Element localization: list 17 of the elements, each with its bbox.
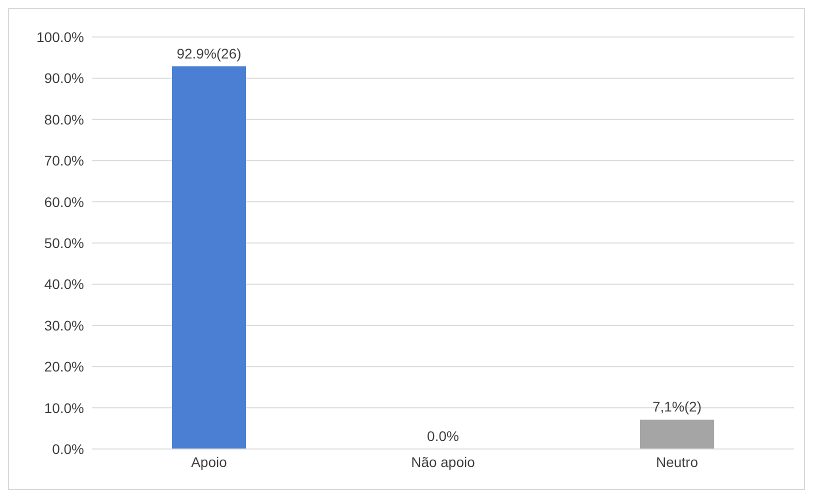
y-tick-label: 50.0% [44,234,84,251]
y-tick-label: 10.0% [44,400,84,416]
y-tick-label: 90.0% [44,70,84,86]
x-tick-label: Não apoio [411,454,476,470]
y-tick-label: 60.0% [44,194,84,210]
x-tick-label: Apoio [191,454,228,470]
x-tick-label: Neutro [656,454,698,470]
y-tick-label: 20.0% [44,358,84,375]
y-tick-label: 30.0% [44,317,84,334]
y-tick-label: 40.0% [44,276,84,292]
data-label: 7,1%(2) [652,398,702,415]
y-tick-label: 70.0% [44,152,84,169]
y-tick-label: 0.0% [52,440,84,457]
y-tick-label: 80.0% [44,111,84,128]
data-label: 92.9%(26) [176,45,242,62]
y-tick-label: 100.0% [36,28,84,45]
data-label: 0.0% [427,428,459,444]
